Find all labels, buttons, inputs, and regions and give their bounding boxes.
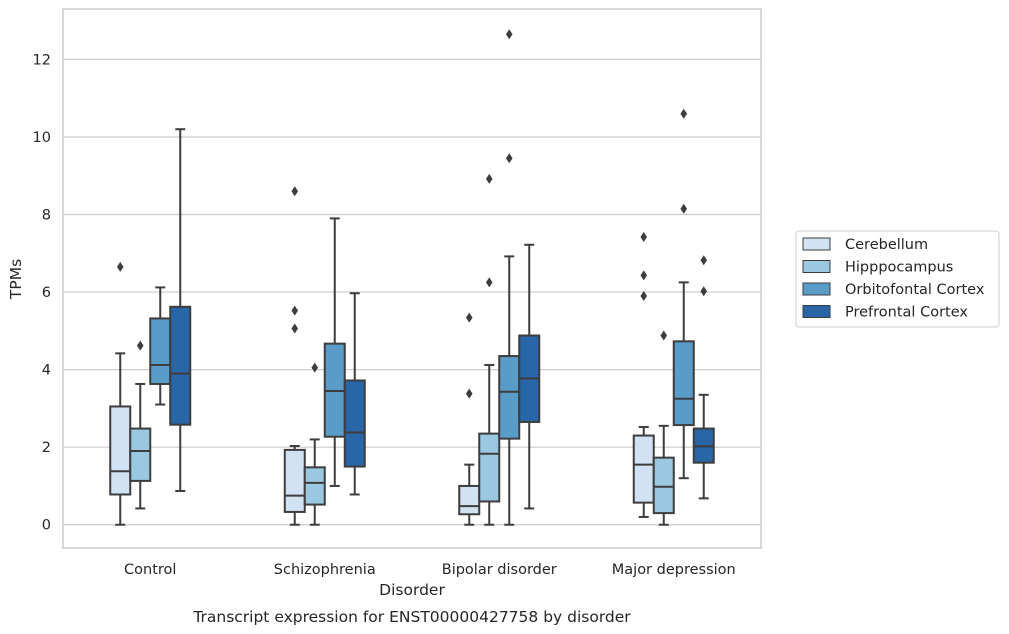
outlier-point: [640, 270, 648, 281]
legend-swatch: [802, 260, 831, 273]
x-axis-label: Disorder: [379, 581, 445, 599]
box: [303, 362, 326, 526]
x-tick-label: Major depression: [612, 562, 736, 578]
box-body: [283, 448, 306, 513]
outlier-point: [291, 323, 299, 334]
y-tick-label: 0: [42, 518, 51, 534]
legend-frame: [795, 230, 1000, 328]
legend-item: Prefrontal Cortex: [802, 305, 968, 321]
y-tick-label: 10: [33, 130, 51, 146]
box-body: [652, 456, 675, 515]
box-body: [169, 305, 192, 426]
box-body: [632, 434, 655, 504]
outlier-point: [700, 255, 708, 266]
legend-label: Cerebellum: [845, 237, 928, 253]
outlier-point: [700, 286, 708, 297]
y-tick-label: 8: [42, 208, 51, 224]
box: [169, 128, 192, 492]
box: [672, 108, 695, 480]
box-body: [109, 405, 132, 496]
outlier-point: [680, 108, 688, 119]
y-tick-label: 12: [33, 52, 51, 68]
legend-label: Hipppocampus: [845, 260, 953, 276]
outlier-point: [311, 362, 319, 373]
box: [498, 29, 521, 526]
box: [652, 330, 675, 526]
x-tick-label: Control: [124, 562, 176, 578]
box-series: [109, 29, 715, 526]
legend-label: Prefrontal Cortex: [845, 305, 968, 321]
box: [323, 217, 346, 487]
box: [149, 286, 172, 406]
outlier-point: [640, 232, 648, 243]
outlier-point: [291, 186, 299, 197]
y-tick-label: 4: [42, 363, 51, 379]
box: [343, 292, 366, 496]
x-tick-label: Schizophrenia: [274, 562, 376, 578]
y-tick-label: 6: [42, 285, 51, 301]
legend-item: Orbitofontal Cortex: [802, 282, 985, 298]
outlier-point: [680, 203, 688, 214]
outlier-point: [485, 277, 493, 288]
series-prefrontal-cortex: [169, 128, 715, 510]
x-tick-labels: Control Schizophrenia Bipolar disorder Majo…: [124, 562, 736, 578]
legend-swatch: [802, 237, 831, 251]
box: [632, 232, 655, 518]
legend-item: Cerebellum: [802, 237, 928, 253]
box: [283, 186, 306, 526]
box-body: [149, 317, 172, 385]
legend-item: Hipppocampus: [802, 260, 953, 276]
outlier-point: [116, 261, 124, 272]
y-axis-label: TPMs: [7, 259, 25, 300]
box: [129, 340, 152, 510]
box: [692, 255, 715, 500]
outlier-point: [465, 388, 473, 399]
series-cerebellum: [109, 186, 655, 526]
plot-frame: [62, 8, 762, 549]
box: [478, 173, 501, 526]
box-body: [672, 340, 695, 427]
box-body: [303, 466, 326, 506]
box-body: [478, 432, 501, 503]
series-hipppocampus: [129, 173, 675, 526]
outlier-point: [640, 290, 648, 301]
legend: Cerebellum Hipppocampus Orbitofontal Corte…: [795, 230, 1000, 328]
outlier-point: [291, 305, 299, 316]
y-tick-label: 2: [42, 440, 51, 456]
box: [458, 312, 481, 526]
box-body: [498, 355, 521, 440]
legend-swatch: [802, 282, 831, 296]
outlier-point: [136, 340, 144, 351]
x-tick-label: Bipolar disorder: [442, 562, 557, 578]
outlier-point: [485, 173, 493, 184]
legend-label: Orbitofontal Cortex: [845, 282, 985, 298]
chart-caption: Transcript expression for ENST0000042775…: [192, 608, 631, 626]
box: [109, 261, 132, 526]
outlier-point: [465, 312, 473, 323]
outlier-point: [505, 29, 513, 40]
gridlines: [63, 58, 761, 526]
box-body: [343, 379, 366, 468]
box-body: [129, 427, 152, 482]
y-tick-labels: 0 2 4 6 8 10 12: [33, 52, 51, 533]
box-body: [458, 484, 481, 516]
outlier-point: [505, 153, 513, 164]
box: [518, 243, 541, 510]
series-orbitofontal-cortex: [149, 29, 695, 526]
legend-swatch: [802, 305, 831, 318]
outlier-point: [660, 330, 668, 341]
